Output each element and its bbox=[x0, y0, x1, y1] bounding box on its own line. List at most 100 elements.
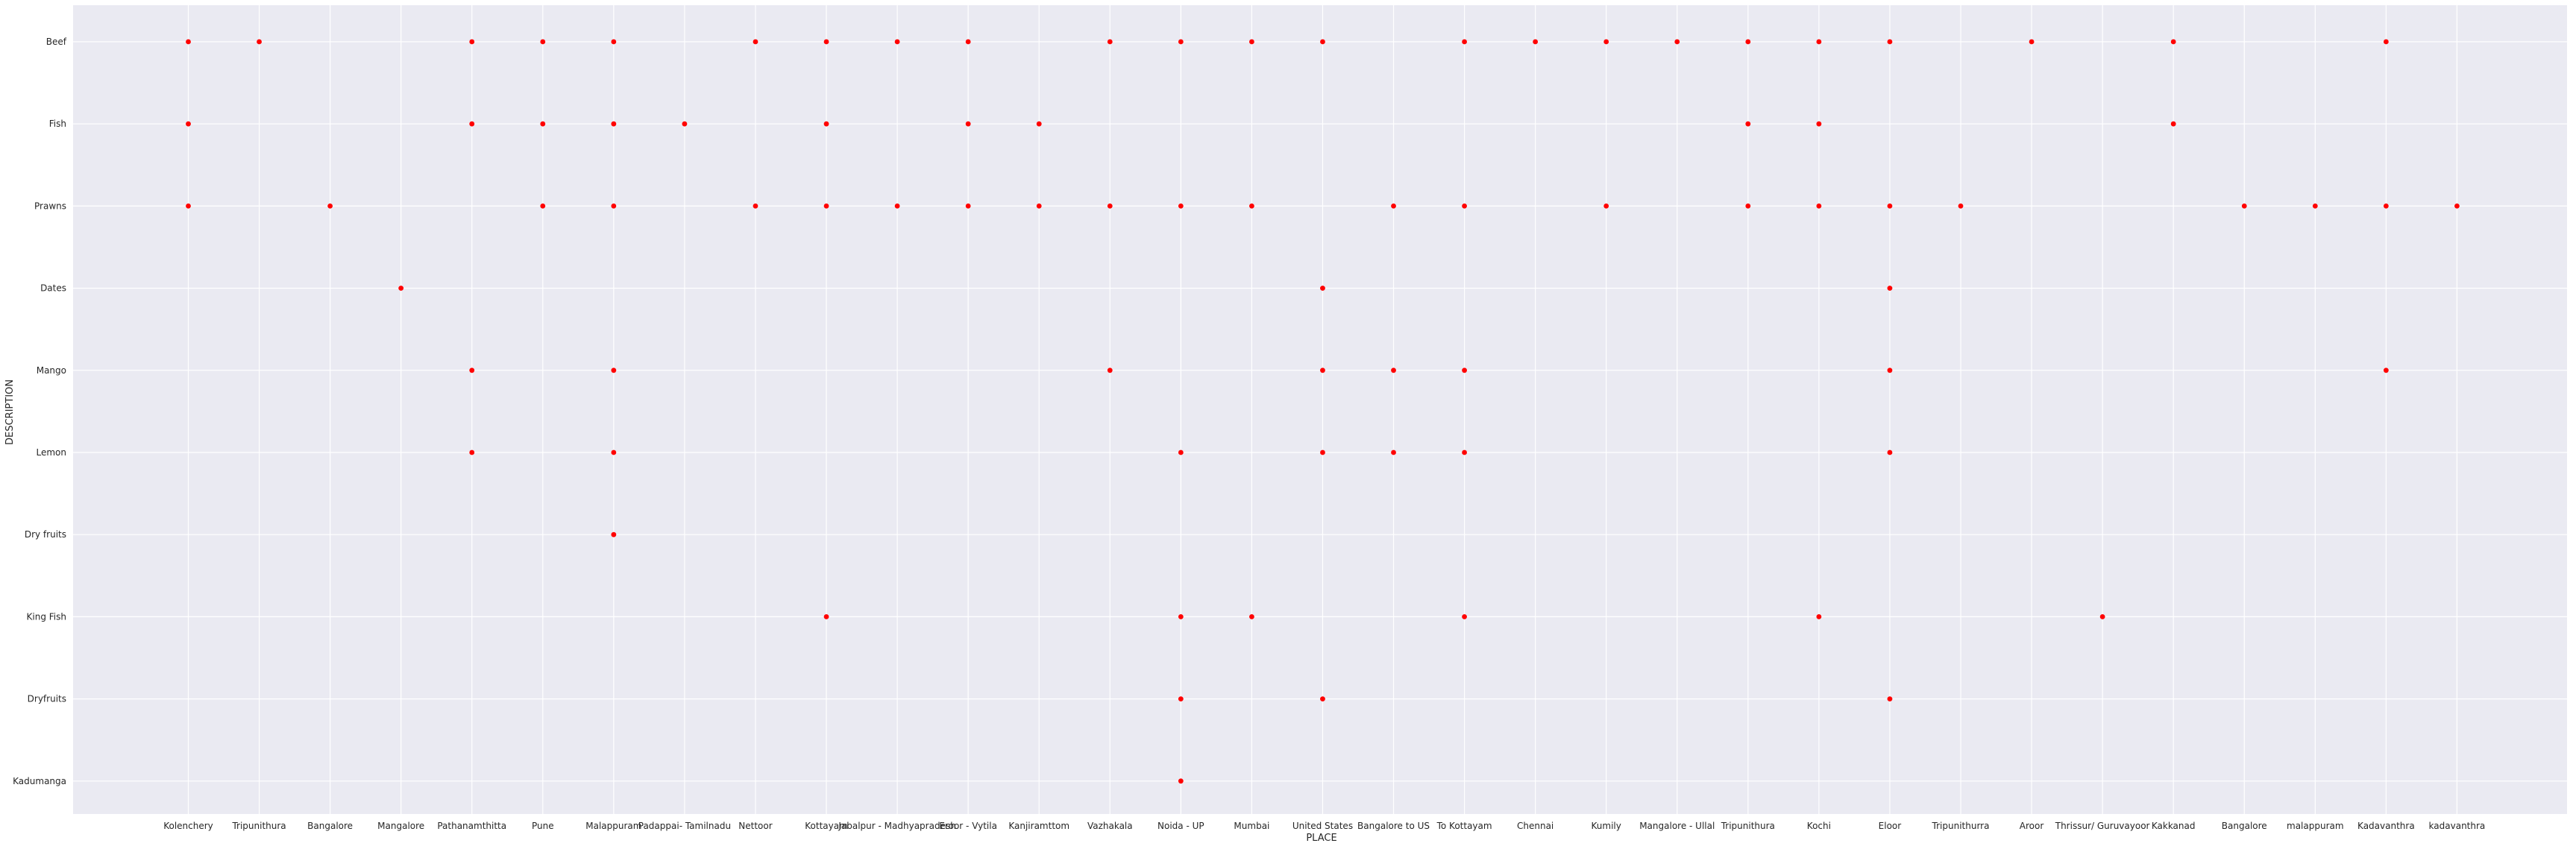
data-point bbox=[2241, 203, 2247, 209]
x-tick-label: Vazhakala bbox=[1087, 821, 1133, 831]
data-point bbox=[1036, 203, 1042, 209]
data-point bbox=[1816, 39, 1822, 45]
x-tick-label: malappuram bbox=[2287, 821, 2344, 831]
data-point bbox=[823, 39, 829, 45]
data-point bbox=[2099, 614, 2105, 619]
x-tick-label: Kakkanad bbox=[2152, 821, 2196, 831]
y-tick-label: Dryfruits bbox=[28, 694, 66, 704]
x-tick-labels: Kolenchery Tripunithura Bangalore Mangalore… bbox=[163, 821, 2485, 831]
data-point bbox=[894, 203, 900, 209]
x-tick-label: Kolenchery bbox=[163, 821, 213, 831]
data-point bbox=[1107, 39, 1113, 45]
x-tick-label: kadavanthra bbox=[2429, 821, 2486, 831]
y-tick-label: Dates bbox=[40, 283, 66, 294]
data-point bbox=[1745, 39, 1751, 45]
data-point bbox=[2383, 39, 2389, 45]
data-point bbox=[1887, 285, 1893, 291]
data-point bbox=[2383, 203, 2389, 209]
data-point bbox=[1887, 367, 1893, 373]
data-point bbox=[1958, 203, 1964, 209]
data-point bbox=[540, 121, 546, 127]
data-point bbox=[1178, 449, 1184, 455]
data-points bbox=[186, 39, 2460, 784]
data-point bbox=[1603, 203, 1609, 209]
x-tick-label: Noida - UP bbox=[1157, 821, 1204, 831]
data-point bbox=[1178, 696, 1184, 701]
data-point bbox=[823, 203, 829, 209]
data-point bbox=[1320, 367, 1325, 373]
plot-area bbox=[73, 5, 2567, 814]
data-point bbox=[1320, 696, 1325, 701]
data-point bbox=[1107, 367, 1113, 373]
y-tick-label: Mango bbox=[37, 365, 66, 376]
data-point bbox=[1887, 39, 1893, 45]
data-point bbox=[2170, 39, 2176, 45]
x-tick-label: Kanjiramttom bbox=[1008, 821, 1069, 831]
data-point bbox=[611, 203, 617, 209]
x-tick-label: Kottayam bbox=[805, 821, 848, 831]
data-point bbox=[186, 39, 191, 45]
data-point bbox=[1462, 39, 1467, 45]
x-tick-label: To Kottayam bbox=[1436, 821, 1492, 831]
data-point bbox=[1320, 39, 1325, 45]
x-tick-label: Eroor - Vytila bbox=[939, 821, 997, 831]
data-point bbox=[611, 121, 617, 127]
data-point bbox=[2170, 121, 2176, 127]
data-point bbox=[1391, 367, 1396, 373]
data-point bbox=[1036, 121, 1042, 127]
data-point bbox=[823, 614, 829, 619]
data-point bbox=[1178, 778, 1184, 784]
data-point bbox=[753, 203, 758, 209]
data-point bbox=[2312, 203, 2318, 209]
y-tick-label: Fish bbox=[49, 119, 66, 129]
x-tick-label: Jabalpur - Madhyapradesh bbox=[838, 821, 955, 831]
data-point bbox=[611, 39, 617, 45]
x-tick-label: Padappai- Tamilnadu bbox=[638, 821, 731, 831]
data-point bbox=[823, 121, 829, 127]
data-point bbox=[540, 203, 546, 209]
data-point bbox=[469, 367, 475, 373]
x-tick-label: Eloor bbox=[1879, 821, 1902, 831]
x-tick-label: Mumbai bbox=[1234, 821, 1269, 831]
x-tick-label: Aroor bbox=[2020, 821, 2044, 831]
data-point bbox=[2029, 39, 2035, 45]
y-tick-label: Kadumanga bbox=[13, 776, 66, 786]
data-point bbox=[1320, 449, 1325, 455]
data-point bbox=[753, 39, 758, 45]
data-point bbox=[1178, 614, 1184, 619]
x-axis-label: PLACE bbox=[1306, 833, 1336, 844]
data-point bbox=[611, 367, 617, 373]
data-point bbox=[469, 449, 475, 455]
data-point bbox=[1391, 203, 1396, 209]
data-point bbox=[2454, 203, 2460, 209]
data-point bbox=[398, 285, 404, 291]
data-point bbox=[327, 203, 333, 209]
data-point bbox=[894, 39, 900, 45]
x-tick-label: Kochi bbox=[1807, 821, 1831, 831]
data-point bbox=[1887, 449, 1893, 455]
y-tick-label: Beef bbox=[46, 37, 67, 47]
data-point bbox=[186, 121, 191, 127]
data-point bbox=[965, 203, 971, 209]
y-tick-label: King Fish bbox=[27, 611, 66, 622]
data-point bbox=[1249, 614, 1254, 619]
data-point bbox=[1603, 39, 1609, 45]
y-tick-labels: Beef Fish Prawns Dates Mango Lemon Dry fruits K… bbox=[13, 37, 67, 786]
x-tick-label: Bangalore bbox=[2222, 821, 2267, 831]
data-point bbox=[1745, 121, 1751, 127]
x-tick-label: Tripunithura bbox=[1721, 821, 1775, 831]
data-point bbox=[1391, 449, 1396, 455]
x-tick-label: United States bbox=[1292, 821, 1353, 831]
data-point bbox=[611, 449, 617, 455]
x-tick-label: Chennai bbox=[1517, 821, 1554, 831]
x-tick-label: Pathanamthitta bbox=[437, 821, 506, 831]
data-point bbox=[1816, 203, 1822, 209]
data-point bbox=[965, 121, 971, 127]
data-point bbox=[1107, 203, 1113, 209]
x-tick-label: Bangalore bbox=[307, 821, 353, 831]
y-axis-label: DESCRIPTION bbox=[4, 379, 16, 445]
y-tick-label: Lemon bbox=[37, 447, 67, 458]
data-point bbox=[2383, 367, 2389, 373]
data-point bbox=[469, 121, 475, 127]
